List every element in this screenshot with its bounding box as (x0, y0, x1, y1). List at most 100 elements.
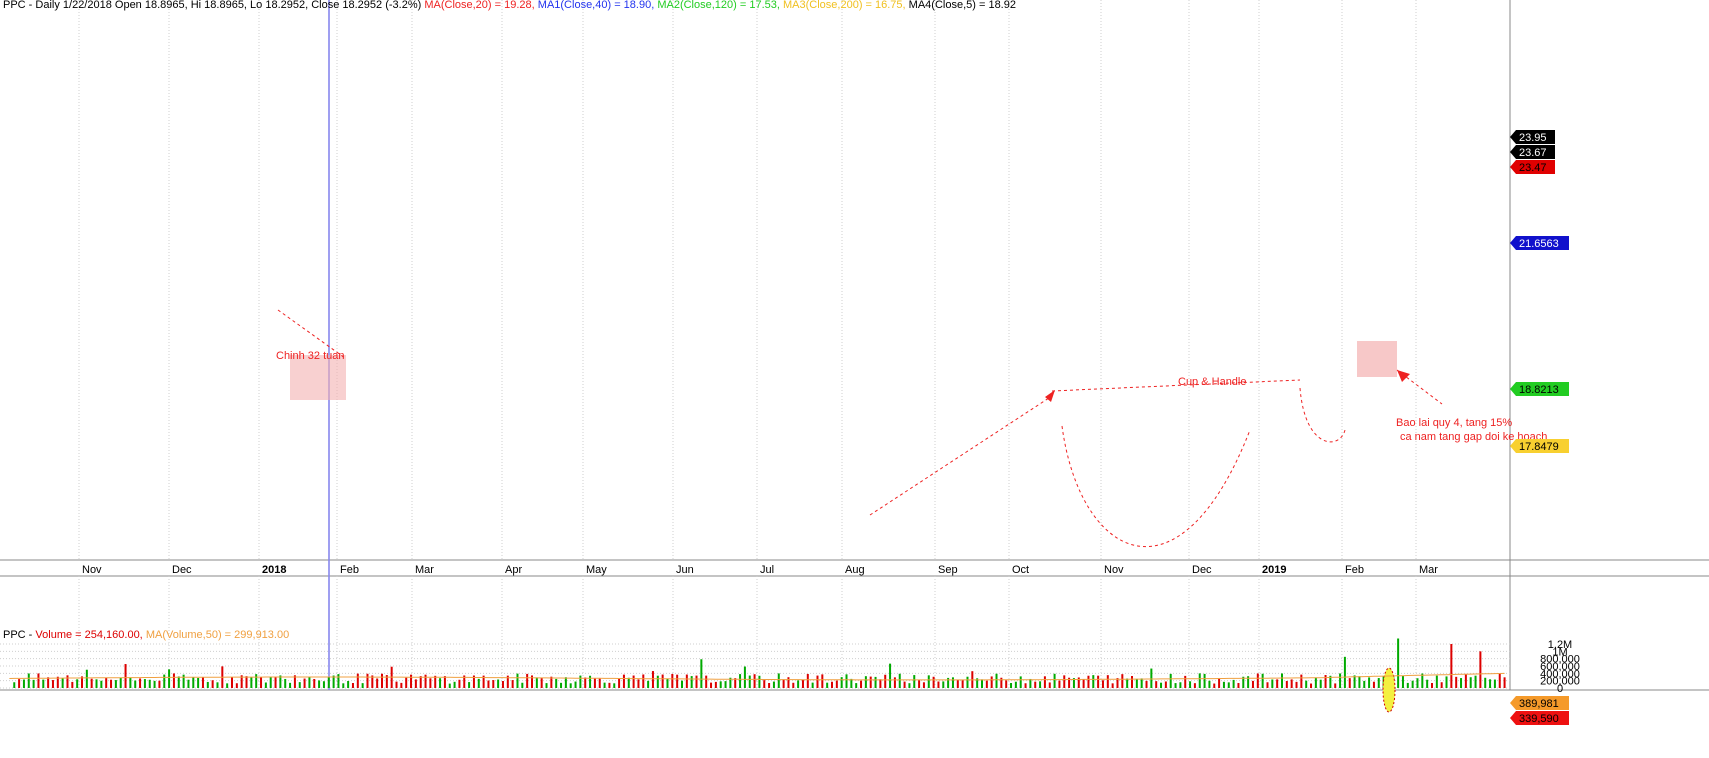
volume-bar-up (700, 659, 703, 688)
volume-bar-down (1024, 683, 1027, 688)
volume-bar-up (1222, 681, 1225, 688)
price-badges: 23.95 23.67 23.47 21.6563 18.8213 17.8479 (1510, 130, 1569, 453)
volume-info: Volume = 254,160.00, (35, 629, 143, 641)
volume-bar-down (1164, 681, 1167, 688)
volume-bar-up (182, 674, 185, 688)
volume-bar-down (56, 676, 59, 688)
volume-bar-up (255, 674, 258, 688)
volume-bar-down (1431, 682, 1433, 688)
volume-bar-up (1421, 673, 1424, 688)
volume-bar-down (642, 674, 645, 688)
volume-bar-down (685, 674, 688, 688)
volume-tick-label: 0 (1557, 683, 1563, 695)
volume-bar-down (1048, 682, 1051, 688)
volume-bar-down (351, 683, 354, 688)
volume-bar-down (376, 678, 379, 688)
volume-bar-down (714, 681, 717, 688)
volume-bar-up (1406, 682, 1409, 688)
volume-bar-down (492, 680, 495, 688)
volume-bar-up (981, 679, 983, 688)
volume-bar-up (579, 675, 582, 688)
x-tick-label: Feb (1345, 564, 1364, 576)
volume-bar-down (245, 676, 248, 688)
x-axis-labels: Nov Dec 2018 Feb Mar Apr May Jun Jul Aug Sep Oct Nov… (82, 564, 1438, 576)
price-badge-bg (1510, 236, 1569, 250)
volume-bar-down (622, 674, 625, 688)
volume-bar-up (898, 673, 901, 688)
volume-bar-down (385, 675, 388, 688)
x-tick-label: Sep (938, 564, 958, 576)
volume-bar-up (777, 673, 780, 688)
volume-bar-down (463, 675, 466, 688)
volume-bar-down (1276, 679, 1279, 688)
volume-bar-up (690, 676, 693, 688)
bao-lai-line1: Bao lai quy 4, tang 15% (1396, 417, 1512, 429)
volume-bars (13, 638, 1506, 713)
volume-ma-line (9, 672, 1505, 681)
volume-bar-up (1010, 683, 1013, 688)
volume-bar-down (1063, 675, 1066, 688)
volume-bar-down (1213, 683, 1216, 688)
volume-bar-up (1208, 680, 1211, 688)
volume-bar-down (51, 680, 54, 688)
volume-bar-up (177, 676, 180, 688)
volume-bar-up (1493, 679, 1496, 688)
volume-bar-up (95, 679, 98, 688)
volume-bar-up (289, 682, 292, 688)
price-badge-text: 21.6563 (1519, 238, 1559, 250)
volume-bar-up (521, 682, 524, 688)
volume-bar-up (100, 680, 103, 688)
cup-curve (1061, 425, 1251, 547)
volume-bar-down (1464, 673, 1467, 688)
volume-bar-down (593, 678, 596, 688)
volume-bar-up (1474, 675, 1477, 688)
volume-bar-down (869, 676, 872, 688)
volume-bar-up (603, 682, 606, 688)
volume-bar-down (806, 673, 809, 688)
volume-bar-down (608, 682, 611, 688)
volume-bar-up (574, 681, 577, 688)
cup-left-line (869, 395, 1053, 516)
volume-bar-up (516, 673, 519, 688)
volume-bar-up (1247, 676, 1250, 688)
x-tick-label: Dec (172, 564, 192, 576)
volume-bar-up (613, 683, 616, 688)
volume-bar-down (1498, 673, 1501, 688)
volume-bar-up (1169, 673, 1172, 688)
volume-bar-down (710, 682, 713, 688)
volume-bar-up (13, 682, 16, 688)
volume-bar-down (821, 674, 824, 688)
ma5-info: MA4(Close,5) = 18.92 (908, 0, 1016, 11)
volume-bar-up (1029, 678, 1032, 688)
volume-bar-down (139, 678, 142, 688)
volume-bar-down (831, 681, 833, 688)
volume-bar-down (961, 680, 964, 688)
volume-bar-down (1334, 683, 1337, 688)
volume-bar-down (90, 678, 93, 688)
volume-bar-up (1353, 675, 1356, 688)
volume-tick-label: 800,000 (1540, 654, 1580, 666)
volume-bar-up (192, 677, 195, 688)
volume-bar-up (308, 677, 311, 688)
price-info-line: PPC - Daily 1/22/2018 Open 18.8965, Hi 1… (3, 0, 1016, 11)
price-badge-text: 17.8479 (1519, 441, 1559, 453)
volume-bar-down (990, 676, 993, 688)
volume-bar-up (119, 677, 122, 688)
volume-bar-down (400, 682, 403, 688)
volume-bar-down (1237, 683, 1240, 688)
price-badge-bg (1510, 382, 1569, 396)
volume-bar-up (1484, 677, 1487, 688)
volume-bar-down (381, 673, 383, 688)
volume-bar-up (1305, 680, 1308, 688)
volume-bar-up (1358, 676, 1361, 688)
price-badge-bg (1510, 439, 1569, 453)
volume-bar-down (531, 675, 533, 688)
x-tick-label: May (586, 564, 607, 576)
x-tick-label: 2019 (1262, 564, 1286, 576)
volume-bar-up (1469, 677, 1472, 688)
volume-bar-up (1126, 678, 1129, 688)
volume-bar-up (448, 683, 451, 688)
volume-bar-down (1116, 678, 1119, 688)
volume-bar-up (1435, 675, 1438, 688)
